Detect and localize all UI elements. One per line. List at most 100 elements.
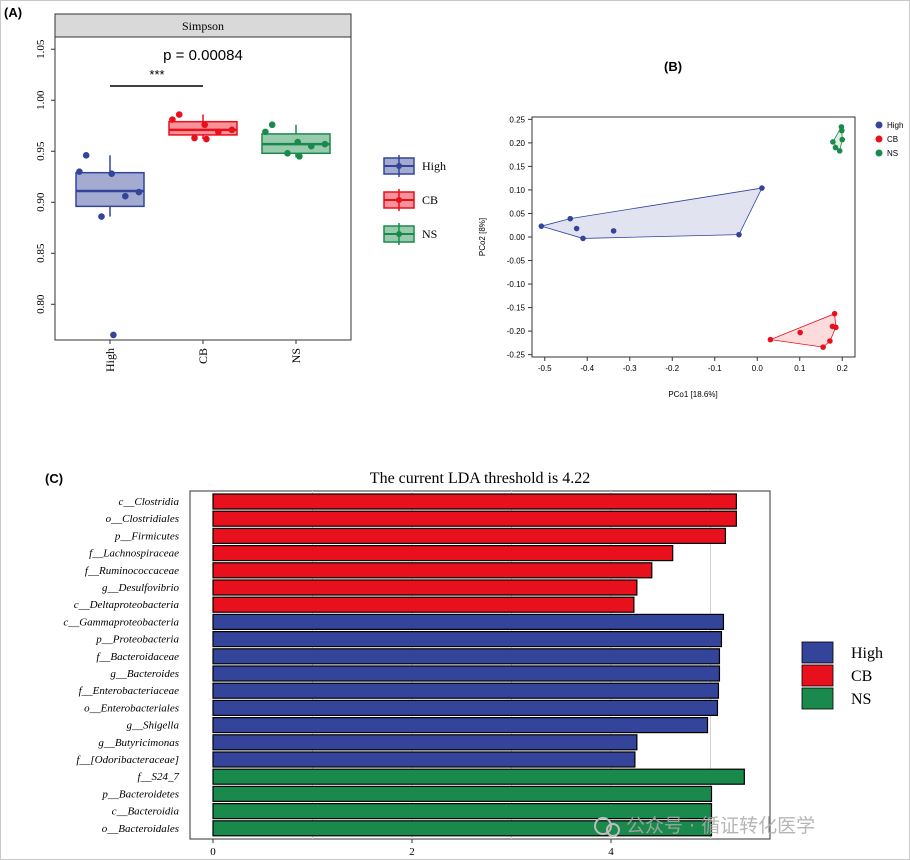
legend-label-c: High [851, 645, 883, 662]
data-point [201, 121, 208, 129]
lda-bar [212, 544, 674, 562]
taxon-label: c__Deltaproteobacteria [74, 599, 180, 611]
lda-bar-row: f__[Odoribacteraceae] [76, 751, 636, 768]
legend-label-c: NS [851, 691, 871, 708]
taxon-label: o__Clostridiales [106, 513, 179, 525]
panel-a-boxplot: (A) Simpson p = 0.00084 *** 0.80 0.85 0.90… [4, 5, 446, 372]
y-axis-title-b: PCo2 [8%] [478, 218, 487, 256]
taxon-label: f__Lachnospiraceae [89, 548, 179, 560]
taxon-label: g__Desulfovibrio [102, 582, 179, 594]
lda-bar [212, 613, 725, 631]
lda-bar-row: p__Bacteroidetes [101, 785, 713, 803]
lda-bars: c__Clostridia o__Clostridiales p__Firmicut… [63, 493, 745, 837]
scatter-point [830, 139, 836, 145]
facet-title: Simpson [182, 19, 224, 33]
scatter-group-cb [767, 310, 839, 350]
lda-bar [212, 493, 737, 510]
box-group-high [75, 152, 145, 339]
lda-bar-row: g__Desulfovibrio [102, 579, 638, 596]
lda-title: The current LDA threshold is 4.22 [370, 470, 590, 487]
legend-b: High CB NS [875, 121, 903, 158]
taxon-label: c__Bacteroidia [112, 806, 180, 818]
legend-key-b [875, 135, 883, 143]
data-point [321, 140, 329, 148]
scatter-point [832, 144, 839, 151]
lda-bar [212, 802, 713, 820]
lda-bar-row: g__Butyricimonas [98, 734, 638, 751]
convex-hull [539, 187, 763, 239]
legend-c: High CB NS [801, 641, 883, 710]
taxon-label: p__Proteobacteria [95, 634, 179, 646]
taxon-label: p__Bacteroidetes [101, 788, 179, 800]
taxon-label: f__[Odoribacteraceae] [76, 754, 179, 766]
scatter-point [610, 228, 617, 234]
legend-key-c [801, 664, 834, 687]
watermark: 公众号 · 循证转化医学 [594, 815, 815, 837]
taxon-label: f__Bacteroidaceae [96, 651, 179, 663]
data-point [108, 170, 115, 178]
x-axis-c: 0 2 4 [210, 839, 614, 858]
lda-bar-row: c__Clostridia [118, 493, 737, 510]
lda-bar-row: g__Shigella [126, 716, 709, 734]
wechat-icon [594, 817, 612, 835]
data-point [191, 134, 198, 142]
y-tick-label-b: -0.20 [507, 327, 526, 336]
panel-a-label: (A) [4, 5, 22, 20]
box-series-a [75, 111, 331, 339]
y-tick-label-b: -0.10 [507, 280, 526, 289]
scatter-point [797, 329, 803, 336]
x-tick-label-b: 0.0 [752, 364, 764, 373]
x-tick-label-a: High [103, 348, 117, 372]
x-axis-title-b: PCo1 [18.6%] [668, 390, 717, 399]
legend-key-b [875, 121, 883, 129]
x-tick-label-b: -0.2 [665, 364, 679, 373]
data-point [98, 213, 105, 220]
lda-bar-row: o__Bacteroidales [102, 820, 713, 837]
scatter-point [833, 324, 839, 331]
taxon-label: g__Butyricimonas [98, 737, 179, 749]
x-tick-label-a: CB [196, 348, 210, 364]
lda-bar [212, 768, 745, 785]
lda-bar-row: o__Clostridiales [106, 510, 737, 527]
p-value-annotation: p = 0.00084 [163, 47, 243, 64]
lda-bar-row: p__Proteobacteria [95, 630, 723, 648]
panel-b-label: (B) [664, 59, 682, 74]
taxon-label: p__Firmicutes [114, 530, 179, 542]
y-tick-label-b: 0.25 [509, 115, 525, 124]
legend-key-point [396, 197, 402, 203]
box [75, 171, 145, 208]
y-tick-label-b: -0.05 [507, 257, 526, 266]
lda-bar [212, 596, 635, 613]
lda-bar [212, 527, 727, 545]
legend-label-b: CB [887, 135, 898, 144]
legend-label-a: High [422, 159, 446, 173]
lda-bar-row: f__Ruminococcaceae [85, 562, 653, 579]
y-tick-label-b: 0.00 [509, 233, 525, 242]
lda-bar [212, 820, 713, 837]
data-point [215, 128, 222, 136]
data-point [294, 138, 302, 146]
scatter-group-ns [830, 124, 846, 154]
data-point [308, 142, 315, 150]
y-tick-label-a: 1.00 [35, 90, 47, 110]
lda-bar [212, 510, 737, 527]
scatter-point [839, 127, 845, 134]
lda-bar [212, 665, 721, 682]
panel-b-pcoa: (B) -0.5 -0.4 -0.3 -0.2 -0.1 0.0 0.1 0.2 0.25 0.2… [478, 59, 903, 399]
lda-bar-row: f__S24_7 [137, 768, 745, 785]
lda-bar [212, 751, 636, 768]
legend-a: High CB NS [383, 155, 446, 245]
y-tick-label-a: 0.80 [35, 294, 47, 314]
data-point [203, 135, 210, 143]
x-axis-a: High CB NS [103, 340, 303, 372]
legend-label-b: NS [887, 149, 898, 158]
lda-bar-row: o__Enterobacteriales [84, 699, 719, 717]
lda-bar-row: f__Enterobacteriaceae [79, 682, 720, 699]
taxon-label: g__Shigella [126, 720, 179, 732]
taxon-label: o__Enterobacteriales [84, 702, 179, 714]
data-point [135, 188, 143, 196]
legend-label-b: High [887, 121, 903, 130]
legend-label-a: CB [422, 193, 438, 207]
taxon-label: g__Bacteroides [110, 668, 179, 680]
y-tick-label-b: 0.05 [509, 209, 525, 218]
